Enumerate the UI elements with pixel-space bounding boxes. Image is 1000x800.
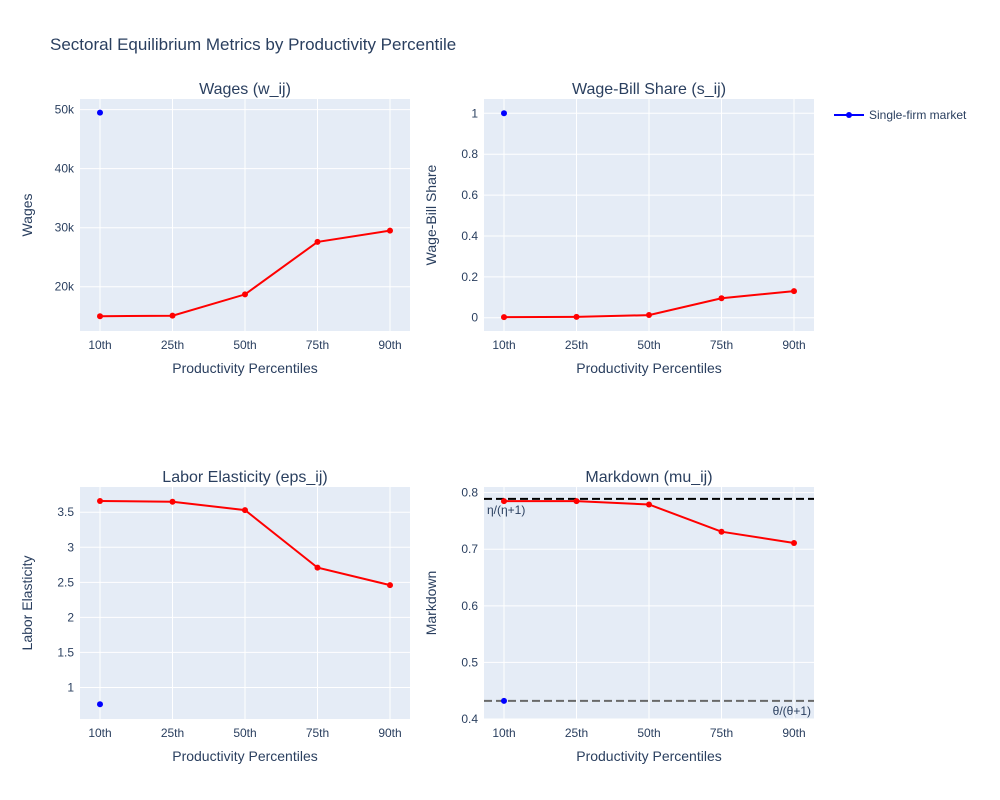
data-point: [169, 498, 176, 505]
y-tick-label: 1.5: [57, 645, 74, 659]
subplot-title: Wages (w_ij): [199, 81, 291, 98]
y-tick-label: 0.6: [461, 188, 478, 202]
y-tick-label: 0.4: [461, 712, 478, 726]
x-tick-label: 75th: [710, 338, 733, 352]
data-point: [169, 312, 176, 319]
y-tick-label: 0.8: [461, 147, 478, 161]
single-firm-point: [97, 701, 103, 708]
data-point: [97, 498, 103, 505]
data-point: [314, 238, 321, 245]
y-tick-label: 0.6: [461, 599, 478, 613]
data-point: [242, 507, 248, 514]
figure-title: Sectoral Equilibrium Metrics by Producti…: [50, 35, 456, 54]
y-tick-label: 30k: [55, 221, 75, 235]
x-tick-label: 50th: [233, 726, 256, 740]
y-axis-title: Labor Elasticity: [19, 556, 35, 651]
single-firm-point: [97, 109, 103, 116]
y-axis-title: Markdown: [423, 571, 439, 636]
x-tick-label: 25th: [565, 726, 588, 740]
y-tick-label: 0.4: [461, 229, 478, 243]
x-tick-label: 75th: [306, 338, 329, 352]
subplot-title: Markdown (mu_ij): [585, 469, 712, 486]
x-axis-title: Productivity Percentiles: [576, 748, 722, 764]
y-axis-title: Wage-Bill Share: [423, 164, 439, 265]
legend-marker-icon: [846, 112, 852, 118]
y-tick-label: 0: [471, 311, 478, 325]
y-tick-label: 1: [67, 680, 74, 694]
y-tick-label: 2: [67, 610, 74, 624]
y-tick-label: 1: [471, 106, 478, 120]
x-tick-label: 10th: [88, 726, 111, 740]
data-point: [718, 295, 725, 302]
subplot-1: 20k 30k 40k 50k 10th 25th 50th 75th 90th Wages (w…: [19, 81, 410, 376]
subplot-title: Labor Elasticity (eps_ij): [162, 469, 327, 486]
y-tick-label: 3: [67, 540, 74, 554]
subplot-4: 0.4 0.5 0.6 0.7 0.8 10th 25th 50th 75th 90th Markd…: [423, 469, 814, 764]
data-point: [646, 312, 652, 319]
x-tick-label: 75th: [306, 726, 329, 740]
reference-line-label: η/(η+1): [487, 503, 525, 517]
data-point: [791, 288, 797, 295]
y-tick-label: 0.7: [461, 542, 478, 556]
x-tick-label: 75th: [710, 726, 733, 740]
data-point: [242, 291, 248, 298]
y-tick-label: 40k: [55, 162, 75, 176]
x-tick-label: 25th: [161, 726, 184, 740]
x-tick-label: 50th: [637, 338, 660, 352]
x-tick-label: 25th: [161, 338, 184, 352]
x-axis-title: Productivity Percentiles: [172, 360, 318, 376]
y-tick-label: 20k: [55, 280, 75, 294]
data-point: [501, 498, 507, 505]
single-firm-point: [501, 110, 507, 117]
x-axis-title: Productivity Percentiles: [172, 748, 318, 764]
x-tick-label: 10th: [88, 338, 111, 352]
x-tick-label: 10th: [492, 726, 515, 740]
data-point: [97, 313, 103, 320]
subplot-3: 1 1.5 2 2.5 3 3.5 10th 25th 50th 75th 90th Labor El…: [19, 469, 410, 764]
y-tick-label: 50k: [55, 103, 75, 117]
y-tick-label: 0.5: [461, 655, 478, 669]
y-tick-label: 0.2: [461, 270, 478, 284]
y-tick-label: 0.8: [461, 486, 478, 500]
subplot-2: 0 0.2 0.4 0.6 0.8 1 10th 25th 50th 75th 90th Wage-B…: [423, 81, 814, 376]
x-tick-label: 90th: [378, 338, 401, 352]
data-point: [791, 540, 797, 547]
data-point: [387, 582, 393, 589]
data-point: [573, 313, 580, 320]
x-tick-label: 90th: [378, 726, 401, 740]
x-tick-label: 10th: [492, 338, 515, 352]
legend[interactable]: Single-firm market: [834, 108, 967, 122]
data-point: [573, 498, 580, 505]
single-firm-point: [501, 697, 507, 704]
x-tick-label: 90th: [782, 726, 805, 740]
data-point: [387, 227, 393, 234]
data-point: [501, 314, 507, 321]
legend-label: Single-firm market: [869, 108, 967, 122]
subplot-title: Wage-Bill Share (s_ij): [572, 81, 726, 98]
x-tick-label: 50th: [233, 338, 256, 352]
data-point: [314, 564, 321, 571]
x-tick-label: 25th: [565, 338, 588, 352]
data-point: [646, 501, 652, 508]
x-axis-title: Productivity Percentiles: [576, 360, 722, 376]
y-axis-title: Wages: [19, 193, 35, 236]
y-tick-label: 3.5: [57, 505, 74, 519]
reference-line-label: θ/(θ+1): [773, 704, 811, 718]
x-tick-label: 90th: [782, 338, 805, 352]
y-tick-label: 2.5: [57, 575, 74, 589]
x-tick-label: 50th: [637, 726, 660, 740]
data-point: [718, 528, 725, 535]
